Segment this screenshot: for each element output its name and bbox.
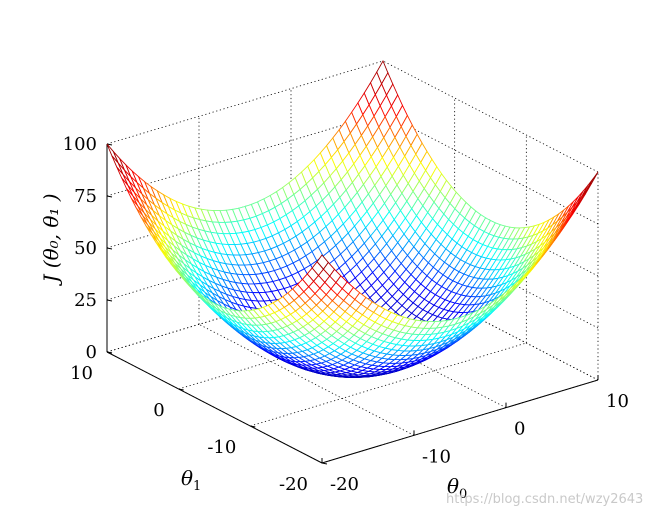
gridline-z-side — [382, 60, 599, 173]
theta1-tick-mark — [178, 388, 184, 391]
z-tick-label: 50 — [74, 238, 97, 259]
theta1-tick-label: -20 — [279, 474, 308, 495]
z-tick-label: 100 — [63, 134, 97, 155]
theta1-tick-label: -10 — [207, 437, 236, 458]
gridline-z-back — [106, 60, 384, 145]
z-tick-mark — [106, 247, 113, 250]
z-tick-label: 75 — [74, 186, 97, 207]
watermark-text: https://blog.csdn.net/wzy2643 — [446, 492, 643, 507]
theta1-tick-mark — [321, 462, 328, 465]
z-tick-mark — [106, 299, 113, 302]
theta1-axis-line — [106, 351, 323, 464]
z-tick-mark — [106, 351, 113, 354]
surface-cell — [106, 143, 119, 164]
theta1-tick-mark — [250, 425, 256, 428]
theta0-tick-label: 0 — [514, 419, 525, 440]
theta1-axis-label: θ1 — [181, 466, 201, 494]
theta0-tick-label: 10 — [606, 391, 629, 412]
z-tick-mark — [106, 195, 113, 198]
theta0-axis-line — [321, 379, 599, 464]
theta0-tick-label: -20 — [330, 474, 359, 495]
gridline-z-side — [382, 112, 599, 225]
z-tick-label: 25 — [74, 290, 97, 311]
theta0-tick-label: -10 — [422, 446, 451, 467]
surface-mesh — [106, 59, 599, 378]
theta1-tick-label: 10 — [70, 363, 93, 384]
gridline-z-back — [106, 112, 384, 197]
z-axis-label: J (θ₀, θ₁ ) — [39, 193, 63, 286]
z-tick-label: 0 — [86, 342, 97, 363]
surface-cell — [316, 254, 329, 270]
z-tick-mark — [106, 143, 113, 146]
theta1-tick-label: 0 — [153, 400, 164, 421]
gridline-theta1-floor — [250, 342, 527, 427]
axis-box — [106, 143, 599, 465]
gridline-theta0-floor — [198, 323, 415, 436]
theta0-axis-label: θ0 — [447, 474, 467, 502]
